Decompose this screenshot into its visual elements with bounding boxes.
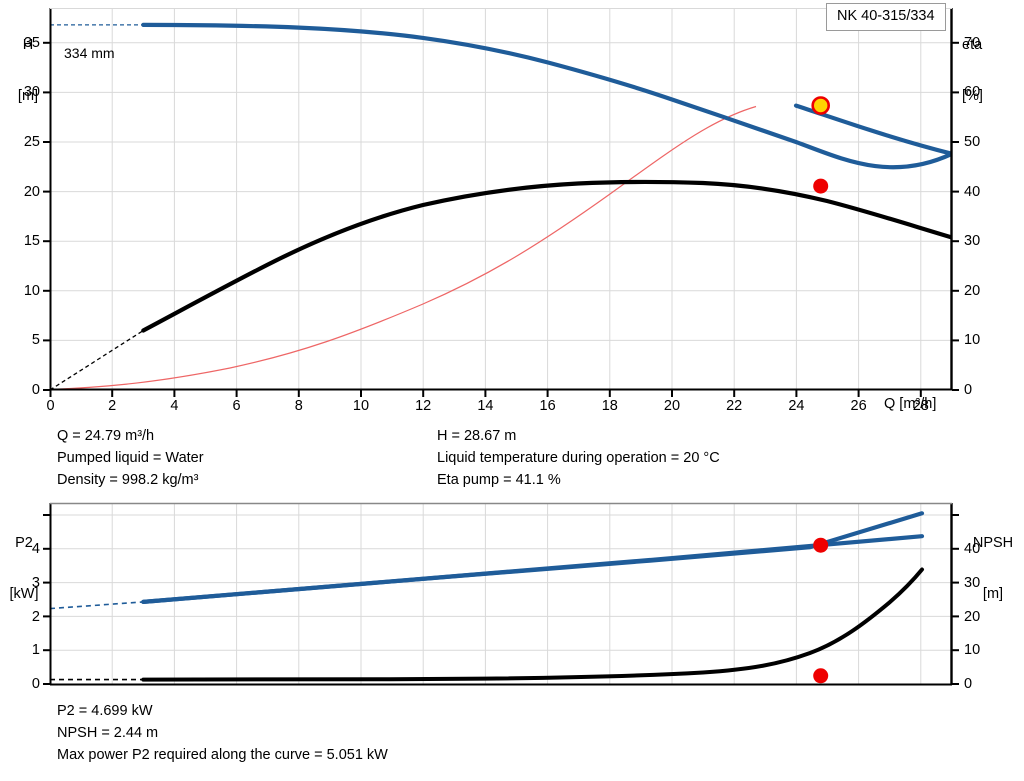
duty-info-eta: Eta pump = 41.1 % bbox=[437, 472, 561, 488]
top-x-tick-8: 8 bbox=[294, 398, 303, 414]
power-info-p2: P2 = 4.699 kW bbox=[57, 703, 153, 719]
power-info-npsh: NPSH = 2.44 m bbox=[57, 725, 159, 741]
duty-info-column-2: H = 28.67 m Liquid temperature during op… bbox=[437, 425, 720, 491]
top-right-axis-title-line2: [%] bbox=[962, 88, 983, 104]
duty-point-npsh-marker[interactable] bbox=[813, 668, 829, 684]
top-x-tick-10: 10 bbox=[352, 398, 370, 414]
top-x-tick-2: 2 bbox=[108, 398, 117, 414]
bottom-left-tick-0: 0 bbox=[31, 676, 40, 692]
top-x-tick-0: 0 bbox=[46, 398, 55, 414]
bottom-left-tick-1: 1 bbox=[31, 642, 40, 658]
bottom-right-tick-40: 40 bbox=[964, 541, 981, 557]
top-left-tick-0: 0 bbox=[31, 382, 40, 398]
top-left-tick-5: 5 bbox=[31, 332, 40, 348]
bottom-left-axis-title: P2 [kW] bbox=[2, 501, 46, 637]
duty-point-head-marker[interactable] bbox=[811, 96, 831, 115]
bottom-right-tick-30: 30 bbox=[964, 575, 981, 591]
power-info-block: P2 = 4.699 kW NPSH = 2.44 m Max power P2… bbox=[57, 700, 388, 766]
eta-curve-dashed bbox=[50, 329, 144, 390]
top-right-tick-10: 10 bbox=[964, 332, 981, 348]
head-curve bbox=[141, 22, 952, 170]
bottom-right-tick-20: 20 bbox=[964, 609, 981, 625]
bottom-right-tick-10: 10 bbox=[964, 642, 981, 658]
top-vertical-gridlines bbox=[111, 8, 922, 390]
top-left-tick-10: 10 bbox=[23, 283, 40, 299]
eta-curve bbox=[141, 179, 952, 333]
top-x-tick-22: 22 bbox=[726, 398, 743, 414]
top-x-tick-24: 24 bbox=[788, 398, 805, 414]
top-left-axis-title: H [m] bbox=[10, 3, 46, 139]
bottom-right-axis-title-line2: [m] bbox=[982, 586, 1004, 602]
top-right-tick-30: 30 bbox=[964, 233, 981, 249]
duty-info-liquid: Pumped liquid = Water bbox=[57, 450, 204, 466]
pump-model-legend: NK 40-315/334 bbox=[826, 3, 946, 31]
power-npsh-plot bbox=[50, 503, 952, 684]
duty-info-column-1: Q = 24.79 m³/h Pumped liquid = Water Den… bbox=[57, 425, 204, 491]
top-right-tick-20: 20 bbox=[964, 283, 981, 299]
top-right-tick-70: 70 bbox=[964, 35, 981, 51]
power-curve-dashed bbox=[50, 601, 144, 610]
bottom-vertical-gridlines bbox=[111, 503, 922, 684]
top-x-tick-14: 14 bbox=[477, 398, 494, 414]
bottom-left-axis-title-line1: P2 bbox=[15, 535, 33, 551]
bottom-left-tick-2: 2 bbox=[31, 609, 40, 625]
top-x-axis-title-text: Q [m³/h] bbox=[884, 396, 937, 412]
bottom-right-axis-title-line1: NPSH bbox=[972, 535, 1014, 551]
top-left-tick-25: 25 bbox=[23, 134, 40, 150]
top-right-tick-40: 40 bbox=[964, 184, 981, 200]
top-left-axis-title-line2: [m] bbox=[17, 88, 39, 104]
duty-info-temperature: Liquid temperature during operation = 20… bbox=[437, 450, 720, 466]
top-right-axis-title: eta [%] bbox=[962, 3, 1018, 139]
duty-info-flow: Q = 24.79 m³/h bbox=[57, 428, 155, 444]
head-efficiency-plot bbox=[50, 8, 952, 390]
top-left-tick-20: 20 bbox=[23, 184, 40, 200]
top-x-tick-20: 20 bbox=[663, 398, 681, 414]
system-curve bbox=[50, 105, 757, 390]
top-x-tick-26: 26 bbox=[850, 398, 867, 414]
top-left-tick-15: 15 bbox=[23, 233, 40, 249]
top-right-tick-50: 50 bbox=[964, 134, 981, 150]
duty-point-power-marker[interactable] bbox=[813, 537, 829, 553]
top-left-axis-title-line1: H bbox=[22, 37, 34, 53]
impeller-diameter-label: 334 mm bbox=[64, 45, 115, 61]
bottom-left-tick-3: 3 bbox=[31, 575, 40, 591]
top-x-tick-4: 4 bbox=[170, 398, 179, 414]
bottom-right-tick-0: 0 bbox=[964, 676, 973, 692]
power-curve-smooth bbox=[141, 534, 925, 604]
top-left-tick-30: 30 bbox=[23, 84, 40, 100]
bottom-left-tick-4: 4 bbox=[31, 541, 40, 557]
bottom-axis-frame bbox=[43, 502, 959, 686]
top-right-tick-60: 60 bbox=[964, 84, 981, 100]
power-npsh-chart: P2 [kW] NPSH [m] bbox=[0, 498, 1024, 698]
top-x-tick-12: 12 bbox=[415, 398, 432, 414]
duty-info-head: H = 28.67 m bbox=[437, 428, 517, 444]
top-axis-frame bbox=[43, 8, 959, 397]
top-left-tick-35: 35 bbox=[23, 35, 40, 51]
duty-info-density: Density = 998.2 kg/m³ bbox=[57, 472, 199, 488]
top-x-axis-title: Q [m³/h] bbox=[884, 396, 1004, 413]
head-curve-tail bbox=[793, 103, 952, 156]
npsh-curve bbox=[141, 567, 924, 682]
top-right-axis-title-line1: eta bbox=[962, 37, 983, 53]
top-x-tick-18: 18 bbox=[601, 398, 618, 414]
power-info-max-power: Max power P2 required along the curve = … bbox=[57, 747, 388, 763]
duty-point-eta-marker[interactable] bbox=[813, 178, 829, 194]
top-x-tick-28: 28 bbox=[912, 398, 929, 414]
top-x-tick-6: 6 bbox=[232, 398, 241, 414]
bottom-left-axis-title-line2: [kW] bbox=[9, 586, 39, 602]
top-right-tick-0: 0 bbox=[964, 382, 973, 398]
top-x-tick-16: 16 bbox=[539, 398, 556, 414]
head-efficiency-chart: H [m] eta [%] Q [m³/h] bbox=[10, 3, 1018, 414]
bottom-right-axis-title: NPSH [m] bbox=[962, 501, 1024, 637]
